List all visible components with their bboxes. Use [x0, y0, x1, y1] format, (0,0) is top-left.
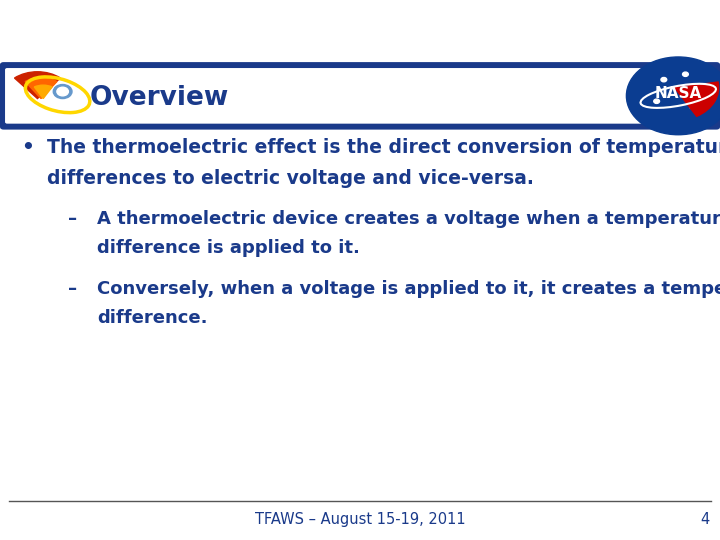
FancyBboxPatch shape [5, 68, 654, 124]
Circle shape [626, 57, 720, 135]
Text: differences to electric voltage and vice-versa.: differences to electric voltage and vice… [47, 169, 534, 188]
Text: Conversely, when a voltage is applied to it, it creates a temperature: Conversely, when a voltage is applied to… [97, 280, 720, 298]
Wedge shape [14, 72, 60, 98]
Wedge shape [35, 85, 52, 98]
Text: TFAWS – August 15-19, 2011: TFAWS – August 15-19, 2011 [255, 512, 465, 527]
Text: •: • [22, 138, 35, 157]
Text: The thermoelectric effect is the direct conversion of temperature: The thermoelectric effect is the direct … [47, 138, 720, 157]
Circle shape [661, 77, 667, 82]
Text: difference is applied to it.: difference is applied to it. [97, 239, 360, 257]
Text: –: – [68, 280, 78, 298]
Circle shape [690, 104, 696, 109]
Circle shape [683, 72, 688, 77]
FancyBboxPatch shape [0, 62, 720, 130]
Text: Overview: Overview [90, 85, 229, 111]
Circle shape [654, 99, 660, 104]
Wedge shape [675, 82, 719, 117]
Wedge shape [25, 78, 57, 98]
Text: –: – [68, 210, 78, 227]
Text: A thermoelectric device creates a voltage when a temperature: A thermoelectric device creates a voltag… [97, 210, 720, 227]
Text: NASA: NASA [654, 86, 702, 100]
Text: 4: 4 [700, 512, 709, 527]
Circle shape [53, 84, 72, 98]
Circle shape [57, 87, 68, 96]
Text: difference.: difference. [97, 309, 207, 327]
